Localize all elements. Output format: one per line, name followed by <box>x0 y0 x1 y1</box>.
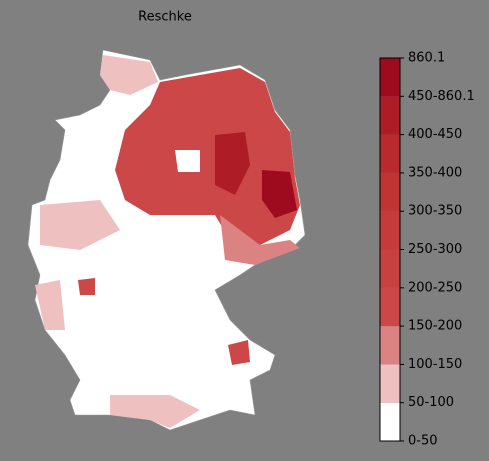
colorbar-segment <box>380 211 400 250</box>
colorbar-segment <box>380 134 400 173</box>
colorbar-segment <box>380 96 400 135</box>
colorbar: 0-50 50-100 100-150 150-200 200-250 250-300 30… <box>379 51 475 449</box>
colorbar-label: 350-400 <box>408 165 462 180</box>
colorbar-segment <box>380 402 400 441</box>
colorbar-segment <box>380 287 400 327</box>
colorbar-label: 100-150 <box>408 357 462 372</box>
colorbar-label: 200-250 <box>408 280 462 295</box>
colorbar-segment <box>380 58 400 97</box>
germany-map <box>27 49 306 431</box>
region-east-dark <box>215 132 250 195</box>
region-bavaria-east <box>228 340 250 365</box>
region-southwest-pink <box>35 280 65 330</box>
colorbar-label: 150-200 <box>408 319 462 334</box>
colorbar-label: 450-860.1 <box>408 89 475 104</box>
colorbar-segment <box>380 172 400 212</box>
colorbar-label: 300-350 <box>408 204 462 219</box>
colorbar-label: 50-100 <box>408 395 454 410</box>
colorbar-segment <box>380 364 400 403</box>
colorbar-label: 0-50 <box>408 434 438 449</box>
region-north <box>100 55 158 95</box>
map-title: Reschke <box>138 10 192 25</box>
region-west-pink <box>40 200 120 250</box>
colorbar-label: 400-450 <box>408 127 462 142</box>
region-lausitz <box>262 170 297 218</box>
region-saxony <box>220 215 300 265</box>
region-berlin <box>175 150 200 172</box>
colorbar-label: 860.1 <box>408 51 445 66</box>
colorbar-segment <box>380 249 400 288</box>
region-hesse <box>78 278 95 295</box>
colorbar-segment <box>380 326 400 365</box>
region-south-pink <box>110 395 200 428</box>
colorbar-label: 250-300 <box>408 242 462 257</box>
region-northeast <box>115 68 300 245</box>
